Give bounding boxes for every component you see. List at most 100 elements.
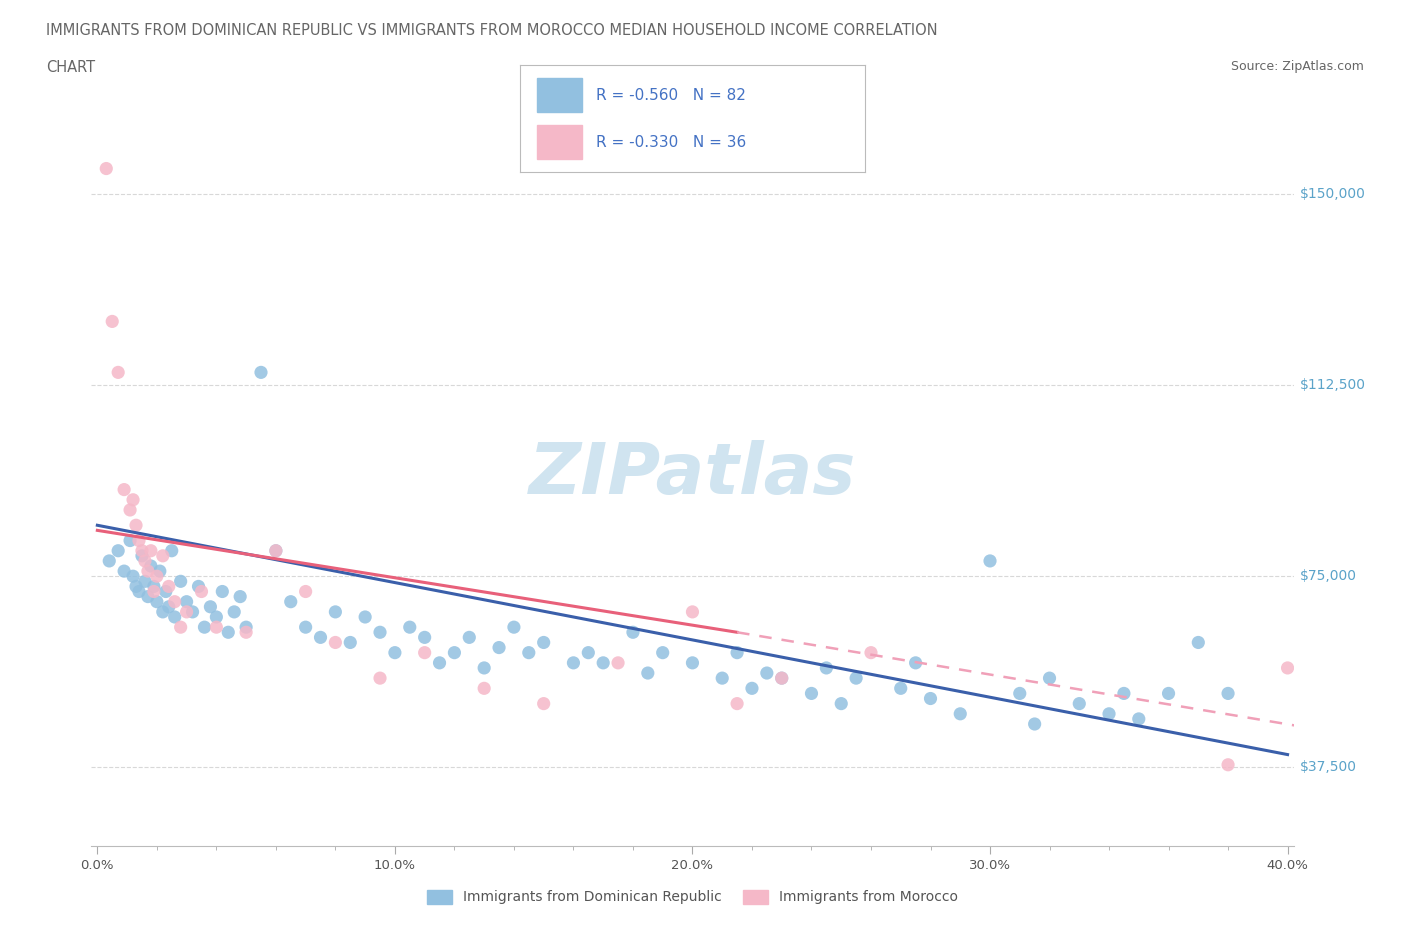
Point bbox=[1216, 686, 1239, 701]
Point bbox=[280, 594, 302, 609]
Point bbox=[157, 579, 180, 594]
Point bbox=[458, 630, 481, 644]
Point bbox=[169, 619, 191, 634]
Bar bbox=[537, 78, 582, 113]
Text: ZIPatlas: ZIPatlas bbox=[529, 440, 856, 509]
Point bbox=[368, 671, 391, 685]
Point bbox=[193, 619, 215, 634]
Point bbox=[146, 594, 169, 609]
Point bbox=[98, 553, 121, 568]
Point bbox=[979, 553, 1001, 568]
Point bbox=[920, 691, 942, 706]
Point bbox=[120, 533, 142, 548]
Point bbox=[131, 549, 153, 564]
Point bbox=[163, 609, 186, 624]
Point bbox=[1008, 686, 1031, 701]
Point bbox=[149, 564, 172, 578]
Point bbox=[250, 365, 273, 379]
Point bbox=[163, 594, 186, 609]
Point bbox=[205, 609, 228, 624]
Text: Source: ZipAtlas.com: Source: ZipAtlas.com bbox=[1230, 60, 1364, 73]
Text: $150,000: $150,000 bbox=[1299, 187, 1365, 201]
Point bbox=[1112, 686, 1135, 701]
Point bbox=[339, 635, 361, 650]
Point bbox=[122, 492, 145, 507]
Point bbox=[1038, 671, 1060, 685]
Point bbox=[181, 604, 204, 619]
Point bbox=[429, 656, 451, 671]
Point bbox=[134, 553, 156, 568]
Point bbox=[152, 604, 174, 619]
Point bbox=[472, 681, 495, 696]
Point bbox=[800, 686, 823, 701]
Point bbox=[235, 625, 257, 640]
Point bbox=[200, 599, 222, 614]
Point bbox=[112, 564, 135, 578]
Point bbox=[755, 666, 778, 681]
Point bbox=[845, 671, 868, 685]
Point bbox=[681, 656, 703, 671]
Point bbox=[157, 599, 180, 614]
Point bbox=[592, 656, 614, 671]
Point bbox=[107, 543, 129, 558]
Point bbox=[770, 671, 793, 685]
Point bbox=[309, 630, 332, 644]
Point bbox=[711, 671, 734, 685]
Point bbox=[264, 543, 287, 558]
Point bbox=[125, 518, 148, 533]
Point bbox=[890, 681, 912, 696]
Point bbox=[235, 619, 257, 634]
Point bbox=[107, 365, 129, 379]
Point bbox=[413, 645, 436, 660]
Point bbox=[398, 619, 420, 634]
Point bbox=[949, 707, 972, 722]
Point bbox=[139, 559, 162, 574]
Text: CHART: CHART bbox=[46, 60, 96, 75]
Point bbox=[125, 579, 148, 594]
Point bbox=[155, 584, 177, 599]
Point bbox=[128, 584, 150, 599]
Point bbox=[101, 314, 124, 329]
Point bbox=[859, 645, 882, 660]
Point bbox=[815, 660, 838, 675]
Point bbox=[1069, 697, 1091, 711]
Point bbox=[607, 656, 630, 671]
Point bbox=[681, 604, 703, 619]
Point bbox=[354, 609, 377, 624]
Point bbox=[229, 590, 252, 604]
Text: R = -0.330   N = 36: R = -0.330 N = 36 bbox=[596, 135, 747, 150]
Point bbox=[142, 579, 165, 594]
Point bbox=[1128, 711, 1150, 726]
Point bbox=[176, 604, 198, 619]
Point bbox=[533, 635, 555, 650]
Point bbox=[621, 625, 644, 640]
Point bbox=[368, 625, 391, 640]
Point bbox=[325, 604, 347, 619]
Point bbox=[294, 584, 316, 599]
Point bbox=[517, 645, 540, 660]
Point bbox=[637, 666, 659, 681]
Point bbox=[160, 543, 183, 558]
Point bbox=[443, 645, 465, 660]
Point bbox=[176, 594, 198, 609]
Point bbox=[384, 645, 406, 660]
Point bbox=[205, 619, 228, 634]
Text: R = -0.560   N = 82: R = -0.560 N = 82 bbox=[596, 87, 745, 102]
Point bbox=[131, 543, 153, 558]
Point bbox=[488, 640, 510, 655]
Point bbox=[122, 569, 145, 584]
Point bbox=[533, 697, 555, 711]
Point bbox=[1098, 707, 1121, 722]
Point bbox=[139, 543, 162, 558]
Text: $112,500: $112,500 bbox=[1299, 379, 1365, 392]
Point bbox=[190, 584, 212, 599]
Point bbox=[128, 533, 150, 548]
Point bbox=[651, 645, 673, 660]
Point bbox=[576, 645, 599, 660]
Point bbox=[224, 604, 246, 619]
Text: IMMIGRANTS FROM DOMINICAN REPUBLIC VS IMMIGRANTS FROM MOROCCO MEDIAN HOUSEHOLD I: IMMIGRANTS FROM DOMINICAN REPUBLIC VS IM… bbox=[46, 23, 938, 38]
Point bbox=[904, 656, 927, 671]
Point bbox=[187, 579, 209, 594]
Point bbox=[136, 564, 159, 578]
Point bbox=[112, 482, 135, 497]
